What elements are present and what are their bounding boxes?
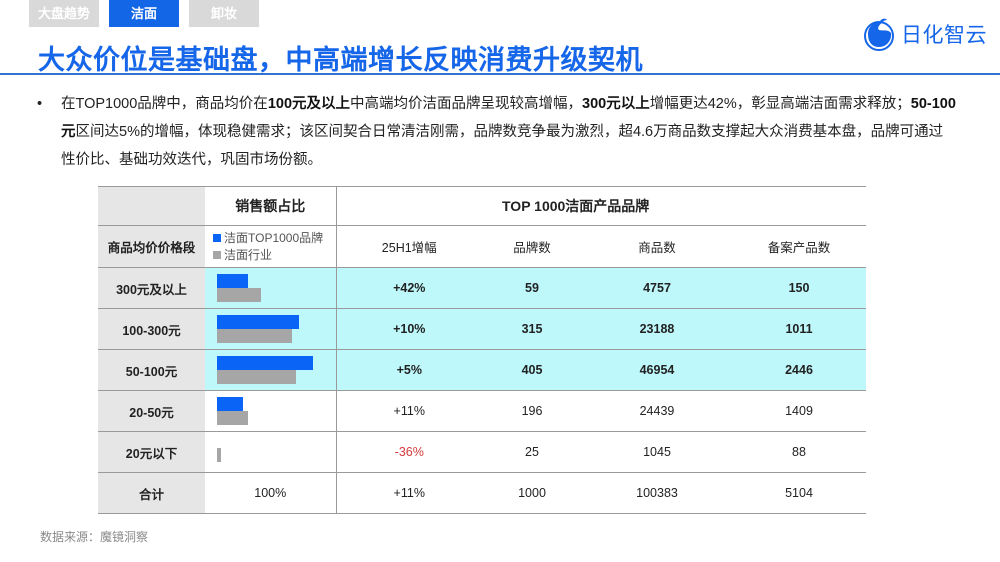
row-registered: 150 bbox=[732, 267, 867, 309]
table-total-row: 合计 100% +11% 1000 100383 5104 bbox=[98, 472, 867, 514]
category-tabs: 大盘趋势 洁面 卸妆 bbox=[29, 0, 269, 27]
row-brands: 405 bbox=[482, 349, 582, 391]
bar-industry bbox=[217, 411, 248, 425]
header-products: 商品数 bbox=[582, 225, 732, 268]
row-growth: +5% bbox=[336, 349, 482, 391]
row-products: 24439 bbox=[582, 390, 732, 432]
bar-industry bbox=[217, 329, 292, 343]
table-row: 20-50元 +11% 196 24439 1409 bbox=[98, 390, 867, 432]
title-divider bbox=[0, 73, 1000, 75]
bar-top1000 bbox=[217, 315, 299, 329]
bar-industry bbox=[217, 448, 221, 462]
share-bars bbox=[205, 431, 337, 473]
legend-item-industry: 洁面行业 bbox=[213, 247, 336, 264]
row-segment: 20元以下 bbox=[98, 431, 205, 473]
summary-emphasis: 100元及以上 bbox=[267, 96, 351, 112]
bar-top1000 bbox=[217, 356, 313, 370]
row-growth: -36% bbox=[336, 431, 482, 473]
bullet-icon: • bbox=[37, 96, 43, 112]
row-segment: 300元及以上 bbox=[98, 267, 205, 309]
summary-bullet: • 在TOP1000品牌中，商品均价在100元及以上中高端均价洁面品牌呈现较高增… bbox=[37, 90, 957, 174]
row-segment: 50-100元 bbox=[98, 349, 205, 391]
share-bars bbox=[205, 349, 337, 391]
row-registered: 1011 bbox=[732, 308, 867, 350]
legend-swatch-gray-icon bbox=[213, 250, 221, 259]
logo-text: 日化智云 bbox=[901, 24, 987, 47]
total-products: 100383 bbox=[582, 472, 732, 514]
table-row: 300元及以上 +42% 59 4757 150 bbox=[98, 267, 867, 309]
row-brands: 315 bbox=[482, 308, 582, 350]
legend-swatch-blue-icon bbox=[213, 233, 221, 242]
header-growth: 25H1增幅 bbox=[336, 225, 482, 268]
row-brands: 59 bbox=[482, 267, 582, 309]
tab-cleanser[interactable]: 洁面 bbox=[109, 0, 179, 27]
row-growth: +42% bbox=[336, 267, 482, 309]
legend-item-top1000: 洁面TOP1000品牌 bbox=[213, 230, 336, 247]
whale-logo-icon bbox=[864, 18, 894, 51]
summary-part: 区间达5%的增幅，体现稳健需求；该区间契合日常清洁刚需，品牌数竞争最为激烈，超4… bbox=[61, 124, 944, 168]
row-brands: 25 bbox=[482, 431, 582, 473]
table-row: 20元以下 -36% 25 1045 88 bbox=[98, 431, 867, 473]
row-products: 46954 bbox=[582, 349, 732, 391]
summary-emphasis: 300元以上 bbox=[582, 96, 650, 112]
summary-part: 增幅更达42%，彰显高端洁面需求释放； bbox=[649, 96, 911, 112]
row-growth: +11% bbox=[336, 390, 482, 432]
table-header-row-1: 销售额占比 TOP 1000洁面产品品牌 bbox=[98, 186, 867, 226]
share-bars bbox=[205, 390, 337, 432]
row-brands: 196 bbox=[482, 390, 582, 432]
legend-label: 洁面行业 bbox=[224, 247, 273, 262]
header-blank bbox=[98, 186, 205, 226]
header-brands: 品牌数 bbox=[482, 225, 582, 268]
total-label: 合计 bbox=[98, 472, 205, 514]
share-bars bbox=[205, 267, 337, 309]
tab-makeup-remover[interactable]: 卸妆 bbox=[189, 0, 259, 27]
summary-emphasis: 50-100元 bbox=[61, 96, 956, 140]
row-products: 1045 bbox=[582, 431, 732, 473]
header-sales-share: 销售额占比 bbox=[205, 186, 337, 226]
row-segment: 100-300元 bbox=[98, 308, 205, 350]
row-registered: 1409 bbox=[732, 390, 867, 432]
summary-part: 在TOP1000品牌中，商品均价在 bbox=[61, 96, 268, 112]
total-brands: 1000 bbox=[482, 472, 582, 514]
summary-part: 中高端均价洁面品牌呈现较高增幅， bbox=[350, 96, 583, 112]
summary-text: 在TOP1000品牌中，商品均价在100元及以上中高端均价洁面品牌呈现较高增幅，… bbox=[61, 90, 957, 174]
table-row: 100-300元 +10% 315 23188 1011 bbox=[98, 308, 867, 350]
bar-industry bbox=[217, 370, 296, 384]
header-top1000: TOP 1000洁面产品品牌 bbox=[482, 186, 867, 226]
bar-top1000 bbox=[217, 274, 248, 288]
data-source: 数据来源：魔镜洞察 bbox=[40, 530, 149, 544]
table-header-row-2: 商品均价价格段 洁面TOP1000品牌 洁面行业 25H1增幅 品牌数 商品数 … bbox=[98, 225, 867, 268]
header-registered: 备案产品数 bbox=[732, 225, 867, 268]
tab-market-trend[interactable]: 大盘趋势 bbox=[29, 0, 99, 27]
total-share: 100% bbox=[205, 472, 337, 514]
header-segment: 商品均价价格段 bbox=[98, 225, 205, 268]
row-growth: +10% bbox=[336, 308, 482, 350]
total-growth: +11% bbox=[336, 472, 482, 514]
row-products: 23188 bbox=[582, 308, 732, 350]
price-segment-table: 销售额占比 TOP 1000洁面产品品牌 商品均价价格段 洁面TOP1000品牌… bbox=[98, 186, 867, 514]
row-registered: 88 bbox=[732, 431, 867, 473]
brand-logo: 日化智云 bbox=[862, 17, 987, 51]
legend-label: 洁面TOP1000品牌 bbox=[224, 230, 324, 245]
bar-top1000 bbox=[217, 397, 243, 411]
chart-legend: 洁面TOP1000品牌 洁面行业 bbox=[205, 225, 337, 268]
total-registered: 5104 bbox=[732, 472, 867, 514]
header-spacer bbox=[336, 186, 482, 226]
share-bars bbox=[205, 308, 337, 350]
table-row: 50-100元 +5% 405 46954 2446 bbox=[98, 349, 867, 391]
bar-industry bbox=[217, 288, 261, 302]
row-registered: 2446 bbox=[732, 349, 867, 391]
row-segment: 20-50元 bbox=[98, 390, 205, 432]
row-products: 4757 bbox=[582, 267, 732, 309]
page-title: 大众价位是基础盘，中高端增长反映消费升级契机 bbox=[38, 45, 643, 75]
